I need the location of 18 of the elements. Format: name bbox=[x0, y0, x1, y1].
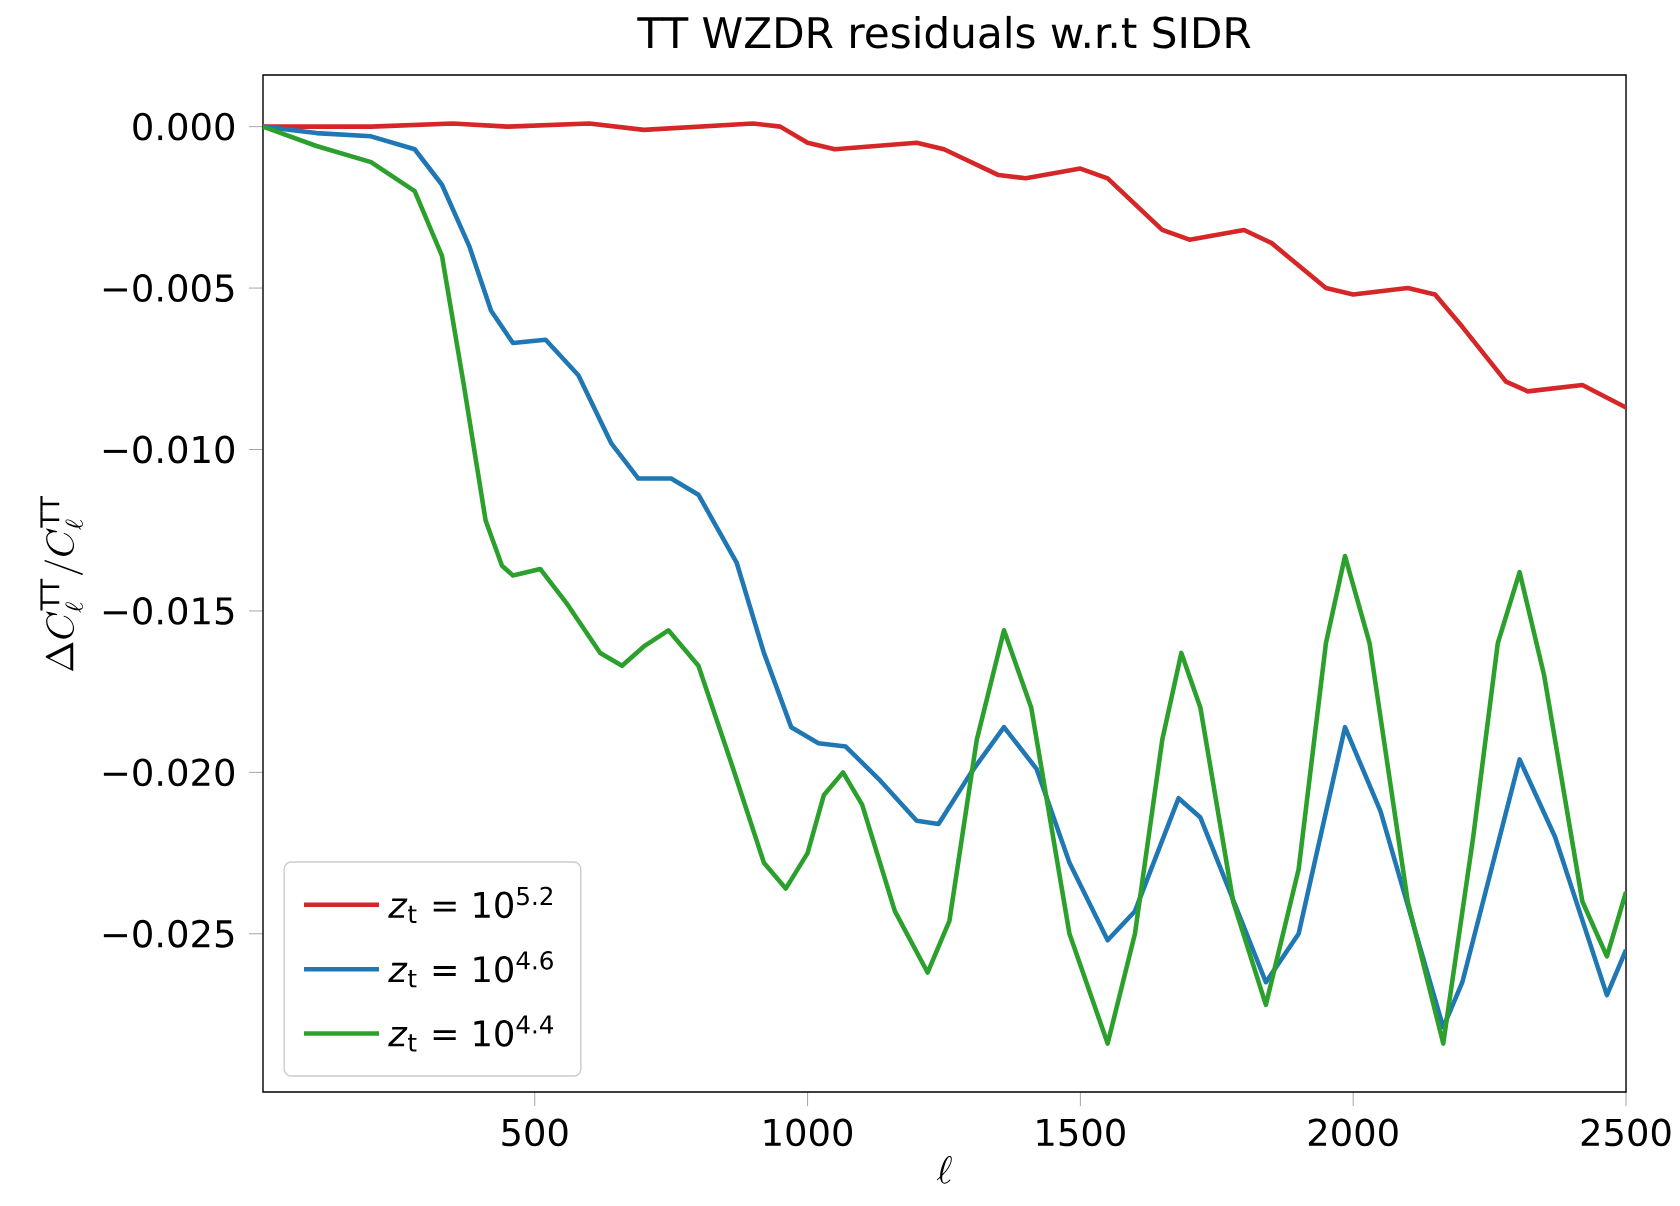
x-axis-title: $\ell$ bbox=[936, 1156, 952, 1184]
line-series bbox=[263, 121, 1627, 410]
legend-label: z$_{t}$ = 10$^{5.2}$ bbox=[388, 886, 552, 923]
x-tick-label: 500 bbox=[502, 1118, 568, 1147]
y-tick-label: −0.015 bbox=[103, 596, 234, 625]
y-tick-label: −0.005 bbox=[103, 274, 234, 302]
y-tick-label: −0.025 bbox=[103, 919, 234, 948]
legend-label: z$_{t}$ = 10$^{4.6}$ bbox=[388, 951, 553, 988]
y-tick-label: −0.010 bbox=[103, 435, 235, 464]
x-tick-label: 1000 bbox=[764, 1118, 853, 1147]
y-axis-title: $\Delta C_\ell^{\mathrm{TT}}/C_\ell^{\mathrm{TT}}$ bbox=[40, 495, 84, 671]
x-tick-label: 2000 bbox=[1308, 1118, 1398, 1147]
y-tick-label: −0.020 bbox=[103, 758, 235, 787]
legend-label: z$_{t}$ = 10$^{4.4}$ bbox=[388, 1015, 554, 1052]
y-tick-label: 0.000 bbox=[133, 112, 235, 141]
x-tick-label: 2500 bbox=[1581, 1118, 1671, 1147]
x-tick-label: 1500 bbox=[1037, 1118, 1125, 1147]
chart-title: TT WZDR residuals w.r.t SIDR bbox=[637, 15, 1251, 49]
